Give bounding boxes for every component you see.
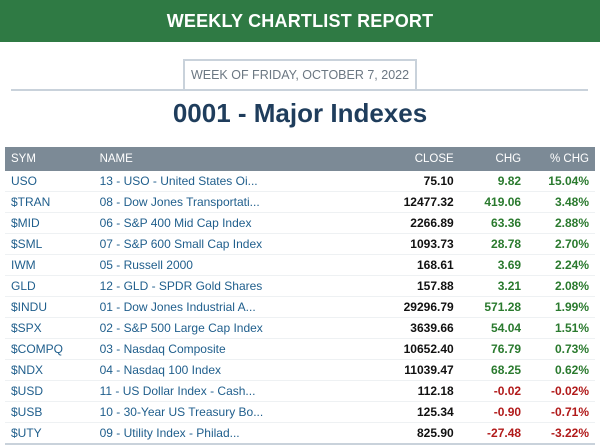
change-value: 9.82 bbox=[459, 171, 528, 192]
close-value: 75.10 bbox=[387, 171, 460, 192]
index-name-link[interactable]: 05 - Russell 2000 bbox=[93, 254, 388, 276]
table-row[interactable]: $USB 10 - 30-Year US Treasury Bo... 125.34… bbox=[5, 401, 595, 423]
symbol-link[interactable]: $COMPQ bbox=[5, 338, 94, 360]
indexes-table: SYM NAME CLOSE CHG % CHG USO 13 - USO - U… bbox=[5, 147, 595, 445]
change-value: 63.36 bbox=[459, 212, 528, 234]
symbol-link[interactable]: GLD bbox=[5, 275, 94, 297]
symbol-link[interactable]: $MID bbox=[5, 212, 94, 234]
symbol-link[interactable]: $INDU bbox=[5, 296, 94, 318]
close-value: 2266.89 bbox=[387, 212, 460, 234]
change-value: 3.69 bbox=[459, 254, 528, 276]
table-header-row: SYM NAME CLOSE CHG % CHG bbox=[5, 147, 595, 171]
table-row[interactable]: $MID 06 - S&P 400 Mid Cap Index 2266.89 63.… bbox=[5, 212, 595, 234]
date-tab-bar: WEEK OF FRIDAY, OCTOBER 7, 2022 bbox=[11, 59, 588, 91]
page-title: 0001 - Major Indexes bbox=[172, 98, 428, 128]
index-name-link[interactable]: 04 - Nasdaq 100 Index bbox=[93, 359, 388, 381]
change-value: -27.48 bbox=[459, 422, 528, 445]
percent-change-value: 3.48% bbox=[527, 191, 595, 213]
index-name-link[interactable]: 11 - US Dollar Index - Cash... bbox=[93, 380, 388, 402]
symbol-link[interactable]: $USB bbox=[5, 401, 94, 423]
close-value: 157.88 bbox=[387, 275, 460, 297]
table-row[interactable]: IWM 05 - Russell 2000 168.61 3.69 2.24% bbox=[5, 254, 595, 276]
symbol-link[interactable]: $SPX bbox=[5, 317, 94, 339]
change-value: -0.90 bbox=[459, 401, 528, 423]
index-name-link[interactable]: 06 - S&P 400 Mid Cap Index bbox=[93, 212, 388, 234]
change-value: 28.78 bbox=[459, 233, 528, 255]
close-value: 112.18 bbox=[387, 380, 460, 402]
percent-change-value: 2.24% bbox=[527, 254, 595, 276]
percent-change-value: 2.88% bbox=[527, 212, 595, 234]
index-name-link[interactable]: 09 - Utility Index - Philad... bbox=[93, 422, 388, 445]
index-name-link[interactable]: 01 - Dow Jones Industrial A... bbox=[93, 296, 388, 318]
change-value: -0.02 bbox=[459, 380, 528, 402]
index-name-link[interactable]: 12 - GLD - SPDR Gold Shares bbox=[93, 275, 388, 297]
symbol-link[interactable]: $NDX bbox=[5, 359, 94, 381]
table-row[interactable]: $INDU 01 - Dow Jones Industrial A... 29296… bbox=[5, 296, 595, 318]
percent-change-value: -3.22% bbox=[527, 422, 595, 445]
table-row[interactable]: USO 13 - USO - United States Oi... 75.10 9.… bbox=[5, 171, 595, 192]
percent-change-value: 0.73% bbox=[527, 338, 595, 360]
change-value: 68.25 bbox=[459, 359, 528, 381]
percent-change-value: 2.70% bbox=[527, 233, 595, 255]
index-name-link[interactable]: 02 - S&P 500 Large Cap Index bbox=[93, 317, 388, 339]
table-row[interactable]: $UTY 09 - Utility Index - Philad... 825.90… bbox=[5, 422, 595, 445]
table-row[interactable]: $USD 11 - US Dollar Index - Cash... 112.18… bbox=[5, 380, 595, 402]
column-header-name[interactable]: NAME bbox=[93, 147, 388, 171]
table-row[interactable]: $NDX 04 - Nasdaq 100 Index 11039.47 68.25 0.… bbox=[5, 359, 595, 381]
close-value: 3639.66 bbox=[387, 317, 460, 339]
change-value: 54.04 bbox=[459, 317, 528, 339]
symbol-link[interactable]: $TRAN bbox=[5, 191, 94, 213]
table-row[interactable]: $COMPQ 03 - Nasdaq Composite 10652.40 76.79… bbox=[5, 338, 595, 360]
column-header-close[interactable]: CLOSE bbox=[387, 147, 460, 171]
percent-change-value: 2.08% bbox=[527, 275, 595, 297]
index-name-link[interactable]: 07 - S&P 600 Small Cap Index bbox=[93, 233, 388, 255]
symbol-link[interactable]: $USD bbox=[5, 380, 94, 402]
index-name-link[interactable]: 08 - Dow Jones Transportati... bbox=[93, 191, 388, 213]
table-row[interactable]: $SPX 02 - S&P 500 Large Cap Index 3639.66 5… bbox=[5, 317, 595, 339]
change-value: 3.21 bbox=[459, 275, 528, 297]
close-value: 11039.47 bbox=[387, 359, 460, 381]
table-row[interactable]: $SML 07 - S&P 600 Small Cap Index 1093.73 2… bbox=[5, 233, 595, 255]
symbol-link[interactable]: $SML bbox=[5, 233, 94, 255]
index-name-link[interactable]: 03 - Nasdaq Composite bbox=[93, 338, 388, 360]
symbol-link[interactable]: USO bbox=[5, 171, 94, 192]
close-value: 125.34 bbox=[387, 401, 460, 423]
column-header-pct-chg[interactable]: % CHG bbox=[527, 147, 595, 171]
symbol-link[interactable]: $UTY bbox=[5, 422, 94, 445]
close-value: 29296.79 bbox=[387, 296, 460, 318]
week-of-label: WEEK OF FRIDAY, OCTOBER 7, 2022 bbox=[183, 59, 417, 89]
percent-change-value: 15.04% bbox=[527, 171, 595, 192]
column-header-chg[interactable]: CHG bbox=[459, 147, 528, 171]
change-value: 76.79 bbox=[459, 338, 528, 360]
percent-change-value: 1.51% bbox=[527, 317, 595, 339]
close-value: 1093.73 bbox=[387, 233, 460, 255]
index-name-link[interactable]: 10 - 30-Year US Treasury Bo... bbox=[93, 401, 388, 423]
close-value: 168.61 bbox=[387, 254, 460, 276]
table-row[interactable]: GLD 12 - GLD - SPDR Gold Shares 157.88 3.21… bbox=[5, 275, 595, 297]
percent-change-value: -0.02% bbox=[527, 380, 595, 402]
percent-change-value: -0.71% bbox=[527, 401, 595, 423]
close-value: 12477.32 bbox=[387, 191, 460, 213]
change-value: 419.06 bbox=[459, 191, 528, 213]
percent-change-value: 0.62% bbox=[527, 359, 595, 381]
percent-change-value: 1.99% bbox=[527, 296, 595, 318]
table-row[interactable]: $TRAN 08 - Dow Jones Transportati... 12477… bbox=[5, 191, 595, 213]
close-value: 10652.40 bbox=[387, 338, 460, 360]
report-banner: WEEKLY CHARTLIST REPORT bbox=[0, 0, 600, 42]
close-value: 825.90 bbox=[387, 422, 460, 445]
column-header-sym[interactable]: SYM bbox=[5, 147, 94, 171]
index-name-link[interactable]: 13 - USO - United States Oi... bbox=[93, 171, 388, 192]
change-value: 571.28 bbox=[459, 296, 528, 318]
symbol-link[interactable]: IWM bbox=[5, 254, 94, 276]
